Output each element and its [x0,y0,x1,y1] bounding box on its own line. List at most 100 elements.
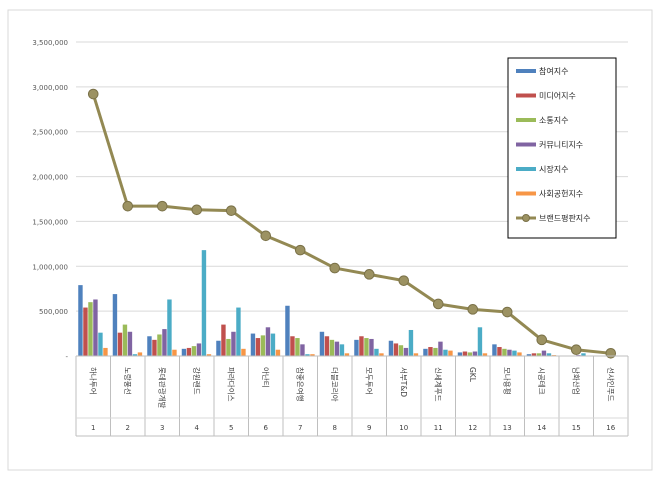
line-point [570,344,582,356]
bar [408,329,414,356]
x-tick-label: 하나투어 [88,367,98,395]
bar [344,353,350,356]
category-number: 15 [572,424,581,432]
bar-layer [78,250,626,357]
y-tick-label: 500,000 [39,308,68,316]
line-point [122,200,134,212]
line-point [605,348,617,359]
y-axis: - 500,000 1,000,000 1,500,000 2,000,000 2,500… [32,39,68,361]
legend-swatch [516,93,536,98]
bar [423,348,428,356]
bar [265,327,271,356]
bar [536,353,542,356]
bar [502,348,507,356]
bar [83,307,88,356]
bar [364,338,369,356]
category-number: 4 [195,424,200,432]
legend-swatch [516,191,536,196]
bar [260,335,266,356]
line-point [156,200,168,212]
bar [137,352,143,356]
bar [339,344,345,356]
bar [186,347,192,356]
bar [127,331,133,356]
y-tick-label: 2,000,000 [32,174,68,182]
legend-swatch [516,69,536,73]
bar [285,305,290,356]
legend-label: 소통지수 [539,116,568,125]
bar [541,350,547,356]
x-tick-label: 선샤인푸드 [606,367,616,402]
bar [310,354,315,356]
bar [497,347,502,356]
bar [103,347,108,356]
x-tick-label: 시공테크 [537,367,546,395]
legend-box [507,57,617,239]
line-point [536,334,548,346]
line-point [260,230,272,242]
y-tick-label: - [65,353,68,361]
x-axis: 하나투어 1 노랑풍선 2 롯데관광개발 3 강원랜드 4 파라다이스 5 아난티 6 참좋은여행 7 더블… [75,355,629,437]
bar [275,349,281,356]
bar [359,336,364,356]
category-number: 12 [468,424,477,432]
legend-swatch [516,167,536,171]
bar [226,338,231,356]
x-tick-label: GKL [468,367,477,383]
bar [379,353,384,356]
legend-label: 미디어지수 [539,91,576,101]
bar [462,351,468,356]
bar [305,354,310,356]
bar [517,352,522,356]
bar [162,329,167,356]
legend-label: 시장지수 [539,164,568,174]
x-tick-label: 신세계푸드 [433,367,443,402]
series-line [91,93,611,355]
bar [472,351,478,356]
bar [546,353,552,356]
x-tick-label: 아난티 [261,367,271,388]
category-number: 11 [434,424,443,432]
bar [324,336,330,356]
bar [241,348,246,356]
bar [477,327,483,356]
y-tick-label: 3,000,000 [32,84,68,92]
bar [206,354,212,356]
bar [482,353,488,356]
bar [448,350,453,356]
category-number: 10 [399,424,408,432]
y-tick-label: 1,000,000 [32,263,68,271]
bar [393,343,399,356]
category-number: 16 [606,424,615,432]
bar [413,353,419,356]
legend-label: 참여지수 [539,66,568,76]
bar [428,347,433,356]
bar [512,350,517,356]
line-point [398,275,410,286]
x-tick-label: 서부T&D [399,367,408,397]
category-number: 9 [367,424,371,432]
bar [172,349,177,356]
bar [374,348,379,356]
bar [93,299,98,356]
bar [507,349,512,356]
bar [433,347,438,356]
x-tick-label: 모나용평 [502,367,512,395]
x-tick-label: 모두투어 [364,367,374,395]
bar [98,332,103,356]
line-layer [87,88,617,359]
bar [398,345,404,356]
bar [290,336,295,356]
legend-label: 사회공헌지수 [539,190,583,199]
x-tick-label: 참좋은여행 [295,367,305,402]
bar [221,324,226,356]
category-number: 8 [333,424,337,432]
bar [369,338,374,356]
bar [191,346,197,356]
category-number: 2 [126,424,130,432]
line-point [87,88,99,100]
legend-label: 커뮤니티지수 [539,140,583,150]
x-tick-label: 노랑풍선 [123,367,132,395]
bar [122,324,128,356]
